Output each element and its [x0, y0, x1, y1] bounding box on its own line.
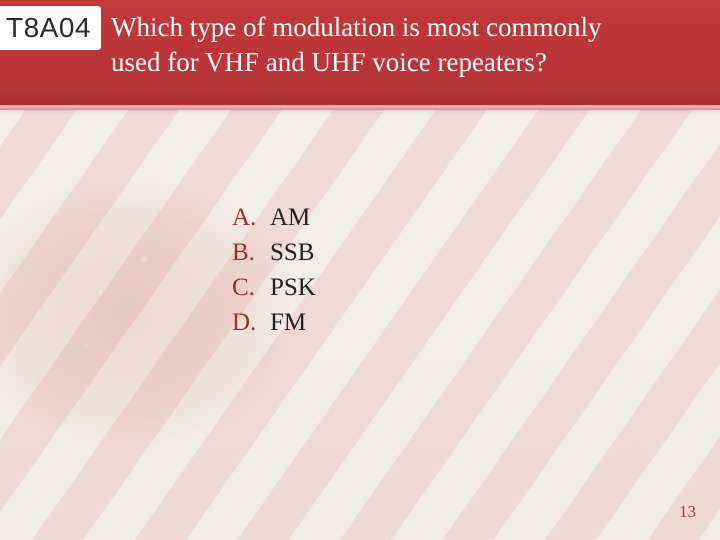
answer-text: AM [270, 200, 310, 235]
answer-letter: D. [232, 305, 270, 340]
answer-letter: A. [232, 200, 270, 235]
header-bar: T8A04 Which type of modulation is most c… [0, 0, 720, 108]
answer-option: B. SSB [232, 235, 316, 270]
answer-option: A. AM [232, 200, 316, 235]
answer-letter: C. [232, 270, 270, 305]
answer-text: PSK [270, 270, 316, 305]
answer-text: SSB [270, 235, 314, 270]
answer-text: FM [270, 305, 306, 340]
answer-letter: B. [232, 235, 270, 270]
question-code: T8A04 [0, 6, 101, 50]
page-number: 13 [679, 502, 696, 522]
answer-option: C. PSK [232, 270, 316, 305]
answer-option: D. FM [232, 305, 316, 340]
question-text: Which type of modulation is most commonl… [101, 0, 661, 79]
answer-list: A. AM B. SSB C. PSK D. FM [232, 200, 316, 340]
